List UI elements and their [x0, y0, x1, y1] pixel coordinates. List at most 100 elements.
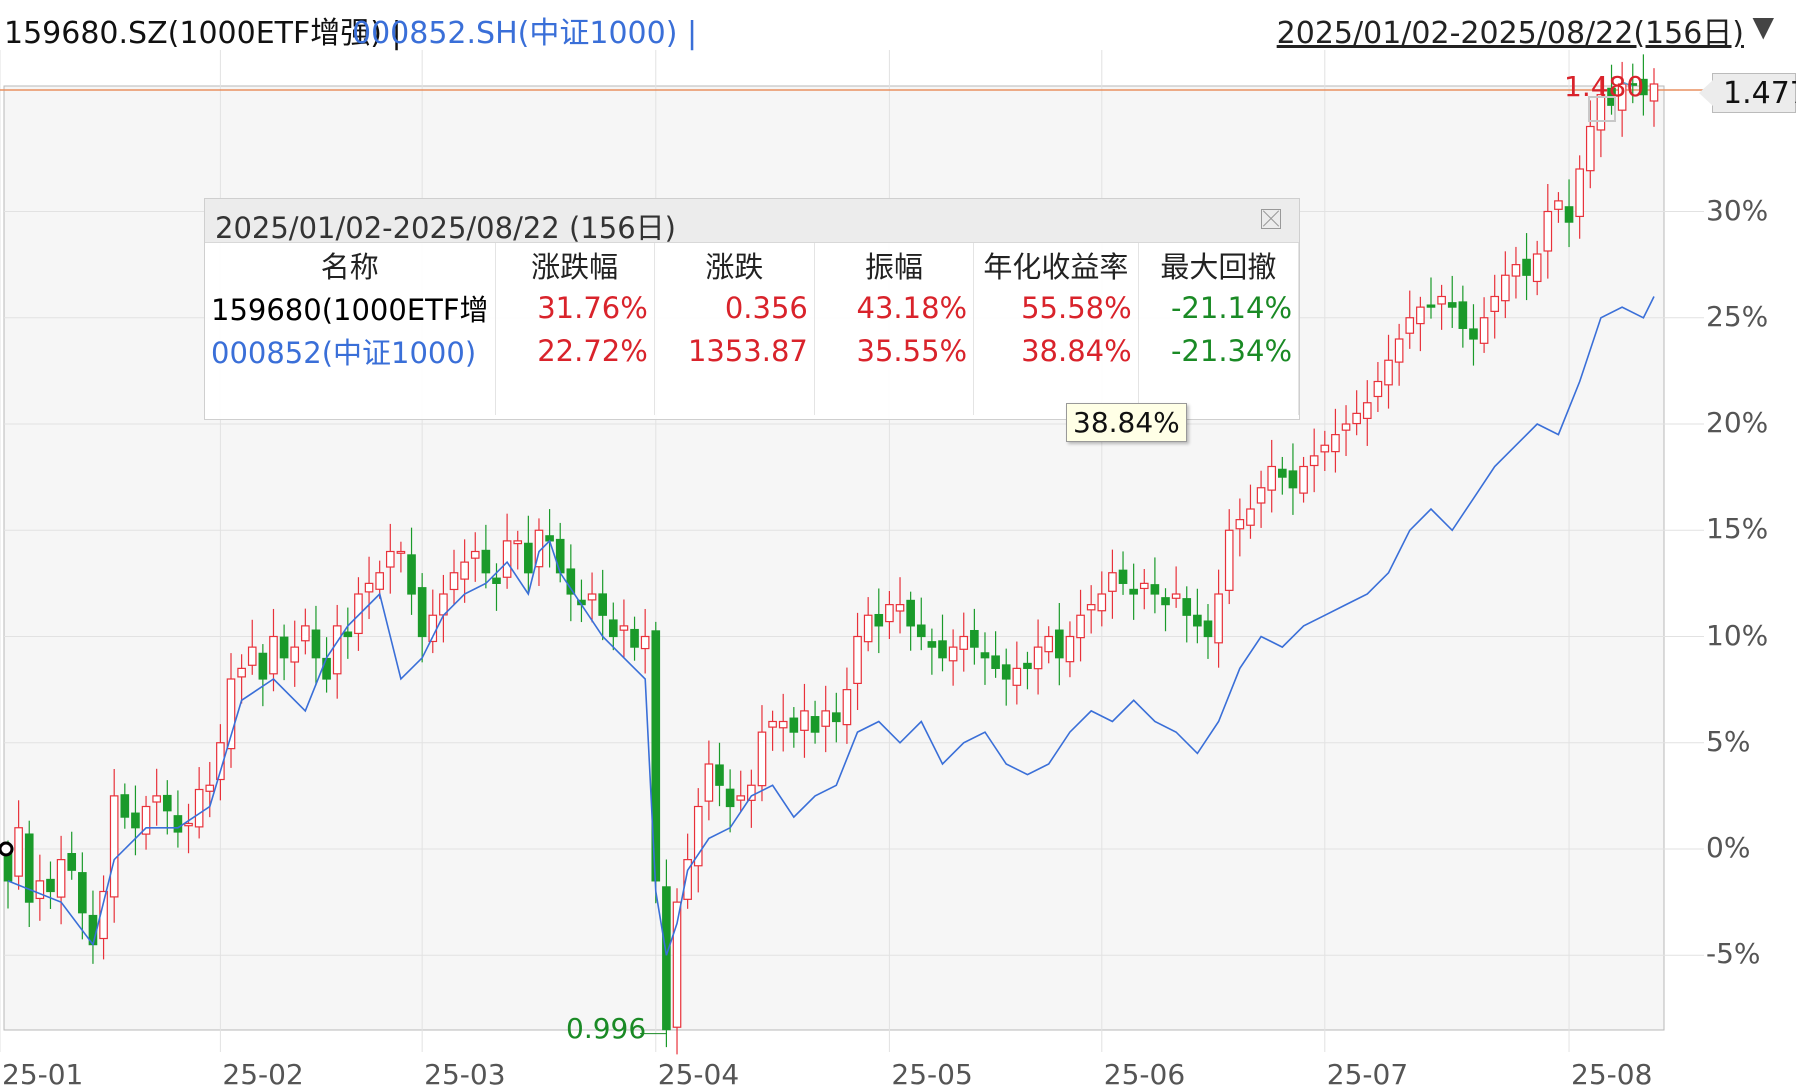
- low-price-label: 0.996: [566, 1012, 647, 1045]
- candle: [831, 692, 841, 743]
- candle-body: [1288, 470, 1298, 489]
- high-marker-arrow: [1621, 81, 1633, 87]
- row-name[interactable]: 159680(1000ETF增: [205, 286, 496, 329]
- x-tick-label: 25-08: [1571, 1058, 1653, 1091]
- close-icon[interactable]: [1261, 209, 1281, 229]
- candle: [1437, 284, 1446, 330]
- candle: [938, 614, 947, 672]
- candle-body: [959, 635, 969, 650]
- candle-body: [24, 833, 34, 903]
- candle: [385, 523, 395, 594]
- popup-title: 2025/01/02-2025/08/22 (156日): [215, 211, 676, 245]
- candle-body: [927, 641, 937, 648]
- candle-body: [1511, 264, 1521, 277]
- candle-body: [948, 646, 958, 662]
- candle-body: [1256, 487, 1266, 504]
- candle-body: [1469, 328, 1478, 340]
- candle: [598, 569, 608, 641]
- candle: [502, 513, 512, 589]
- candle-body: [481, 549, 491, 574]
- candle: [375, 560, 384, 599]
- candle-body: [970, 629, 979, 648]
- candle: [46, 861, 55, 909]
- last-price-tag: 1.477: [1699, 73, 1796, 113]
- stats-header-row: 名称 涨跌幅 涨跌 振幅 年化收益率 最大回撤: [205, 243, 1300, 286]
- candle-body: [343, 631, 353, 638]
- candle-body: [1639, 78, 1648, 96]
- y-tick-label: 30%: [1706, 193, 1769, 227]
- candle-body: [598, 593, 608, 616]
- candle-body: [417, 587, 427, 638]
- candle: [1458, 285, 1468, 348]
- candle-body: [725, 788, 735, 808]
- candle: [778, 693, 788, 752]
- triangle-down-icon[interactable]: ▼: [1752, 10, 1774, 43]
- y-tick-label: 5%: [1706, 724, 1751, 758]
- candle: [152, 768, 161, 826]
- candle-body: [1129, 588, 1138, 595]
- candle: [1256, 470, 1266, 528]
- candle-body: [1182, 598, 1192, 616]
- candle-body: [874, 613, 884, 627]
- candle: [916, 597, 926, 651]
- candle: [1086, 585, 1096, 634]
- candle-body: [1649, 83, 1659, 102]
- candle-body: [1001, 664, 1011, 680]
- candle-body: [311, 629, 321, 659]
- square-icon[interactable]: [1588, 96, 1616, 122]
- candle: [162, 780, 172, 835]
- candle-body: [1384, 359, 1393, 386]
- candle-body: [1543, 210, 1553, 252]
- index-symbol-title[interactable]: 000852.SH(中证1000) |: [352, 16, 698, 51]
- candle: [67, 831, 77, 880]
- date-range-selector[interactable]: 2025/01/02-2025/08/22(156日): [1276, 16, 1744, 51]
- candle-body: [1522, 258, 1531, 276]
- candle: [566, 544, 576, 622]
- x-tick-label: 25-05: [891, 1058, 973, 1091]
- candle-body: [1479, 317, 1489, 344]
- candle: [874, 588, 884, 654]
- candle: [1023, 651, 1032, 690]
- chart-overlays: [0, 81, 1633, 1035]
- candle: [14, 800, 23, 890]
- candle: [693, 788, 703, 893]
- candle-body: [640, 635, 650, 650]
- col-change-header: 涨跌: [654, 243, 815, 286]
- candle-body: [1362, 402, 1372, 420]
- candle-body: [460, 561, 469, 580]
- candle: [417, 573, 427, 663]
- candle: [906, 591, 915, 651]
- candle: [1373, 362, 1383, 412]
- candle: [205, 761, 215, 818]
- candle: [364, 556, 374, 620]
- chart-header: 159680.SZ(1000ETF增强) | 000852.SH(中证1000)…: [0, 0, 1796, 51]
- candle: [279, 624, 289, 681]
- candlestick-series: [3, 54, 1659, 1055]
- candle-body: [587, 593, 597, 601]
- candle-body: [396, 550, 406, 554]
- candle-body: [524, 542, 533, 574]
- candle: [194, 767, 204, 839]
- candle: [470, 532, 480, 582]
- candle-body: [1023, 662, 1032, 669]
- candle: [1012, 641, 1022, 705]
- candle-body: [566, 568, 576, 595]
- candle: [885, 590, 894, 640]
- candle-body: [131, 812, 140, 829]
- candle-body: [1118, 569, 1128, 584]
- candle-body: [1076, 614, 1085, 639]
- candle-body: [1437, 295, 1446, 305]
- main-symbol-title[interactable]: 159680.SZ(1000ETF增强) |: [4, 16, 402, 51]
- candle-body: [895, 604, 905, 612]
- y-tick-label: 10%: [1706, 618, 1769, 652]
- candle: [747, 769, 756, 828]
- candle: [672, 888, 682, 1055]
- index-line-series: [7, 296, 1655, 956]
- candle-body: [247, 646, 257, 666]
- popup-title-bar[interactable]: 2025/01/02-2025/08/22 (156日): [205, 199, 1299, 245]
- candle: [970, 608, 979, 665]
- row-name[interactable]: 000852(中证1000): [205, 329, 496, 372]
- candle: [821, 685, 831, 753]
- candle: [768, 710, 777, 751]
